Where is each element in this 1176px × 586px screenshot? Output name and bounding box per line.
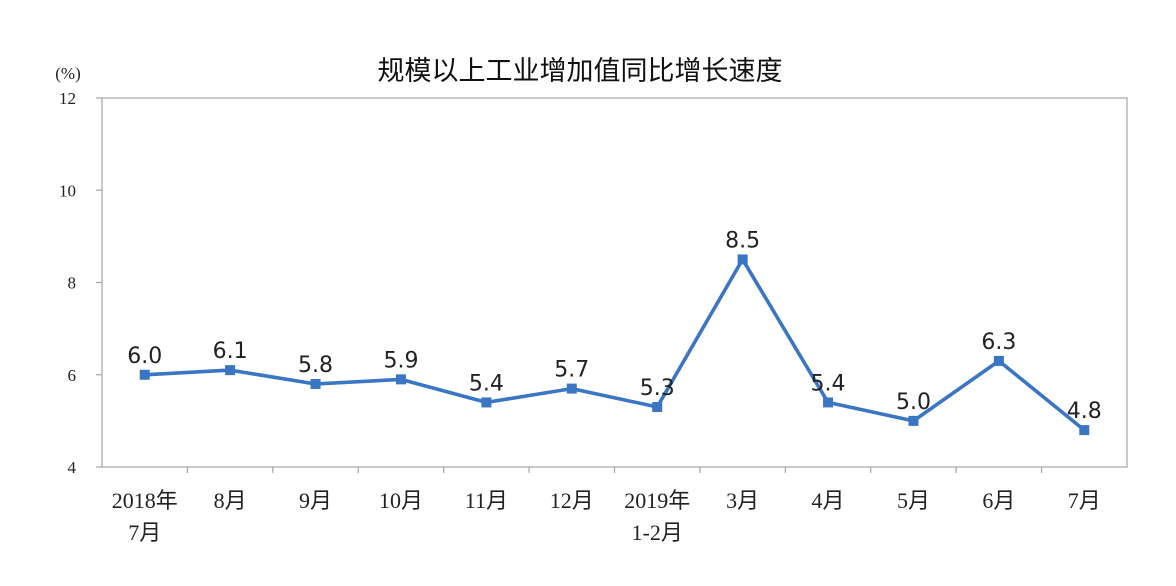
data-label: 5.0 [896, 390, 931, 415]
data-point [993, 355, 1004, 366]
x-tick-label: 3月 [726, 488, 759, 513]
data-label: 5.3 [640, 376, 675, 401]
data-point [139, 369, 150, 380]
series-line [142, 257, 1087, 432]
y-axis-unit: (%) [55, 64, 80, 83]
chart-title: 规模以上工业增加值同比增长速度 [378, 56, 783, 87]
data-label: 4.8 [1067, 399, 1102, 424]
x-tick-label: 7月 [128, 520, 161, 545]
data-point [652, 402, 663, 413]
x-tick-label: 11月 [465, 488, 508, 513]
y-tick-label: 10 [59, 181, 76, 200]
x-tick-label: 9月 [299, 488, 332, 513]
x-tick-label: 2018年 [112, 488, 178, 513]
data-label: 5.7 [554, 358, 589, 383]
x-tick-label: 12月 [550, 488, 594, 513]
data-point [823, 397, 834, 408]
data-point [566, 383, 577, 394]
x-tick-label: 1-2月 [632, 520, 683, 545]
data-point [737, 254, 748, 265]
y-tick-label: 12 [59, 89, 76, 108]
data-point [310, 378, 321, 389]
x-axis: 2018年 7月 8月 9月 10月 11月 12月 2019年 1-2月 3月 4月 5月 6月 7月 [112, 467, 1101, 545]
data-markers [139, 254, 1090, 436]
data-label: 6.1 [213, 339, 248, 364]
x-tick-label: 6月 [982, 488, 1015, 513]
data-point [908, 415, 919, 426]
x-tick-label: 2019年 [624, 488, 690, 513]
x-tick-label: 4月 [812, 488, 845, 513]
data-label: 5.8 [298, 353, 333, 378]
data-label: 6.0 [127, 344, 162, 369]
data-label: 8.5 [725, 228, 760, 253]
data-label: 6.3 [981, 330, 1016, 355]
data-point [1079, 425, 1090, 436]
x-tick-label: 5月 [897, 488, 930, 513]
y-tick-label: 4 [68, 458, 77, 477]
plot-area [101, 97, 1128, 468]
y-tick-label: 6 [68, 366, 77, 385]
data-label: 5.4 [469, 371, 504, 396]
x-tick-label: 7月 [1068, 488, 1101, 513]
y-tick-label: 8 [68, 274, 77, 293]
y-axis: 4 6 8 10 12 [59, 89, 102, 477]
data-point [225, 365, 236, 376]
data-point [395, 374, 406, 385]
x-tick-label: 10月 [379, 488, 423, 513]
x-tick-label: 8月 [214, 488, 247, 513]
data-label: 5.9 [383, 348, 418, 373]
data-labels: 6.0 6.1 5.8 5.9 5.4 5.7 5.3 8.5 5.4 5.0 6.3 4.8 [127, 228, 1102, 424]
data-label: 5.4 [811, 371, 846, 396]
data-point [481, 397, 492, 408]
